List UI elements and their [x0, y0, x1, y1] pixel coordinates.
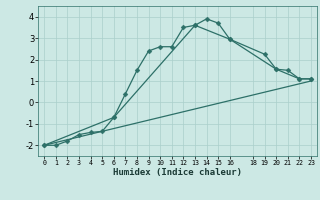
X-axis label: Humidex (Indice chaleur): Humidex (Indice chaleur): [113, 168, 242, 177]
